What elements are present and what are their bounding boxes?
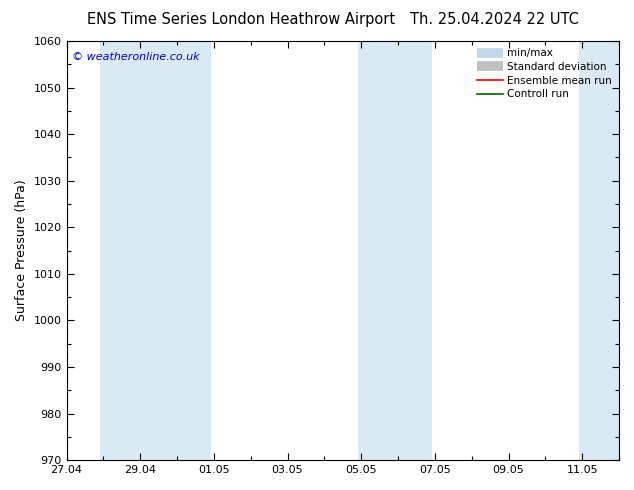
Text: Th. 25.04.2024 22 UTC: Th. 25.04.2024 22 UTC — [410, 12, 579, 27]
Bar — [395, 41, 432, 460]
Bar — [174, 41, 211, 460]
Bar — [100, 41, 174, 460]
Text: ENS Time Series London Heathrow Airport: ENS Time Series London Heathrow Airport — [87, 12, 395, 27]
Legend: min/max, Standard deviation, Ensemble mean run, Controll run: min/max, Standard deviation, Ensemble me… — [472, 44, 616, 103]
Text: © weatheronline.co.uk: © weatheronline.co.uk — [72, 51, 200, 62]
Bar — [358, 41, 395, 460]
Y-axis label: Surface Pressure (hPa): Surface Pressure (hPa) — [15, 180, 28, 321]
Bar — [579, 41, 619, 460]
